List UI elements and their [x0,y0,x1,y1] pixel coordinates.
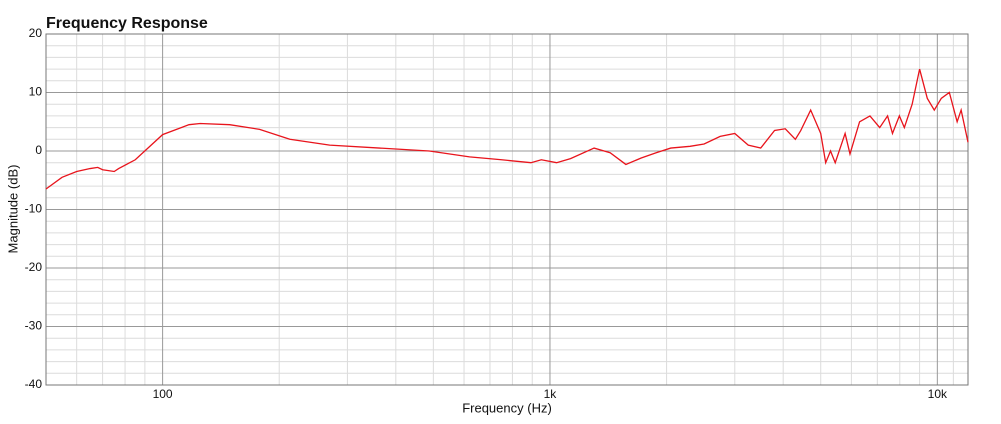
y-axis-label: Magnitude (dB) [5,165,20,254]
y-tick-label: 0 [35,143,42,157]
x-tick-label: 100 [153,387,173,401]
plot-frame [45,33,969,386]
data-line [45,68,969,190]
y-tick-label: 20 [29,26,43,40]
x-tick-label: 1k [544,387,558,401]
y-tick-label: -10 [25,202,43,216]
y-tick-label: -40 [25,377,43,391]
y-tick-label: 10 [29,85,43,99]
x-tick-label: 10k [928,387,948,401]
y-tick-label: -20 [25,260,43,274]
x-axis-label: Frequency (Hz) [462,400,552,415]
y-tick-label: -30 [25,319,43,333]
chart-title: Frequency Response [46,15,208,32]
